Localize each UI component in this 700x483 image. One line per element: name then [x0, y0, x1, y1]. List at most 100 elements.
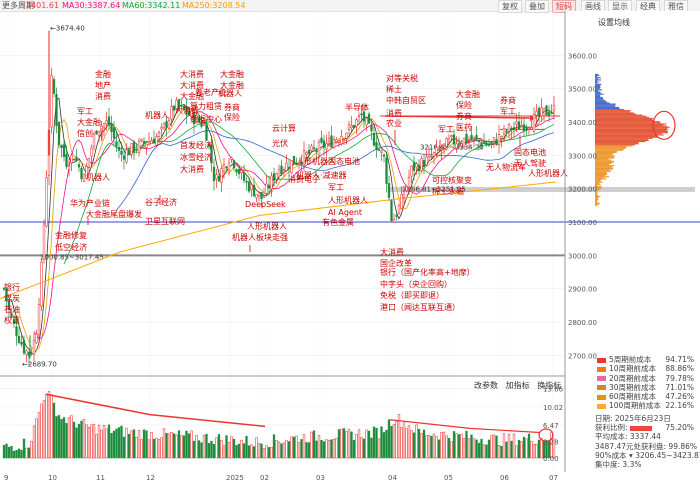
volume-bar — [40, 403, 43, 459]
candle-body — [320, 137, 323, 143]
add-indicator-button[interactable]: 加指标 — [505, 381, 530, 390]
price-tick-label: 3500.00 — [568, 86, 597, 94]
volume-bar — [2, 444, 6, 459]
volume-bar — [52, 402, 56, 459]
candle-body — [282, 169, 286, 171]
candle-body — [7, 301, 11, 310]
candle-body — [135, 148, 138, 151]
fuquan-button[interactable]: 复权 — [498, 0, 522, 13]
volume-bar — [405, 428, 408, 459]
short-code-button[interactable]: 短码 — [552, 0, 576, 13]
candle-body — [157, 132, 161, 137]
candle-body — [120, 150, 123, 155]
volume-bar — [232, 439, 236, 459]
volume-bar — [42, 400, 46, 459]
candle-body — [305, 152, 308, 155]
volume-trend-line — [45, 393, 266, 428]
volume-bar — [537, 439, 541, 459]
period-selector[interactable]: 更多周期 — [2, 1, 34, 10]
volume-bar — [492, 434, 496, 459]
volume-bar — [530, 440, 533, 459]
candle-body — [180, 104, 183, 107]
annotation-label: 银行（国产化率高+地摩） — [380, 267, 475, 277]
change-params-button[interactable]: 改参数 — [474, 381, 498, 390]
candle-body — [532, 113, 536, 132]
annotation-label: 低空经济 — [55, 242, 87, 252]
volume-bar — [97, 424, 101, 459]
candle-body — [485, 142, 488, 146]
volume-bar — [127, 433, 131, 459]
date-tick-label: 03 — [316, 474, 325, 482]
candle-body — [52, 79, 56, 94]
axes: 3600.00 3500.00 3400.00 3300.00 3200.00 3100.… — [0, 11, 597, 482]
candle-body — [377, 149, 381, 151]
candle-body — [345, 133, 348, 139]
date-tick-label: 05 — [444, 474, 453, 482]
swatch-icon — [597, 357, 606, 363]
volume-bar — [377, 438, 381, 459]
candle-body — [405, 186, 408, 191]
volume-bar — [517, 440, 521, 459]
annotation-label: 人形机器人 — [528, 168, 568, 178]
annotation-label: AI Agent — [328, 208, 362, 217]
set-ma-button[interactable]: 设置均线 — [598, 18, 630, 27]
trend-arrow — [384, 115, 531, 119]
candle-body — [327, 137, 331, 142]
overlay-button[interactable]: 叠加 — [525, 0, 549, 13]
volume-bar — [12, 450, 16, 459]
annotation-label: 机器人 — [218, 88, 242, 98]
candle-body — [152, 138, 156, 144]
candle-body — [425, 156, 428, 166]
volume-bar — [210, 440, 213, 459]
volume-bar — [340, 428, 343, 459]
volume-bar — [510, 440, 513, 459]
candle-body — [250, 184, 253, 190]
candle-body — [57, 121, 61, 145]
volume-tick-label: 6.47 — [543, 422, 559, 430]
volume-bar — [32, 425, 36, 459]
candle-body — [375, 142, 378, 151]
volume-bar — [350, 431, 353, 459]
cost-90-select[interactable]: 90%成本 ▾ 3206.45~3423.81 — [595, 450, 700, 460]
annotation-label: 中字头（央企回购） — [380, 279, 452, 289]
price-tick-label: 2900.00 — [568, 286, 597, 294]
candlestick-chart[interactable]: 3000.85~3017.45 3186.81~3251.95 3216.45~33… — [0, 11, 700, 483]
candle-body — [315, 150, 318, 152]
annotation-label: 卫星互联网 — [145, 217, 185, 226]
candle-body — [182, 106, 186, 111]
chip-distribution — [595, 73, 676, 206]
candle-body — [505, 130, 508, 133]
volume-bar — [375, 427, 378, 459]
annotation-label: 固态电池 — [514, 147, 546, 157]
candle-body — [482, 142, 486, 145]
annotation-label: 可控核聚变 — [432, 175, 472, 185]
candle-body — [470, 134, 473, 140]
candle-body — [280, 165, 283, 174]
candle-body — [25, 350, 28, 355]
candle-body — [67, 165, 71, 170]
candle-body — [447, 138, 451, 143]
volume-bar — [77, 423, 81, 459]
volume-bar — [295, 435, 298, 459]
candle-body — [432, 152, 436, 157]
date-tick-label: 06 — [500, 474, 509, 482]
annotation-label: 金融修复 — [55, 230, 87, 240]
candle-body — [132, 141, 136, 153]
volume-bar — [527, 433, 531, 459]
volume-bar — [200, 442, 203, 459]
level-label: 3186.81~3251.95 — [402, 186, 466, 194]
volume-bar — [140, 439, 143, 459]
candle-body — [117, 147, 121, 151]
candle-body — [500, 136, 503, 139]
candle-body — [410, 165, 413, 177]
switch-indicator-button[interactable]: 换指标 — [537, 381, 562, 390]
candle-body — [122, 155, 126, 160]
volume-bar — [462, 438, 466, 459]
volume-bar — [337, 429, 341, 459]
candle-body — [127, 149, 131, 156]
annotation-label: 人形机器人 — [328, 195, 368, 205]
ma250-line — [0, 181, 557, 300]
volume-bar — [5, 443, 8, 459]
candle-body — [540, 107, 543, 117]
volume-bar — [115, 428, 118, 459]
